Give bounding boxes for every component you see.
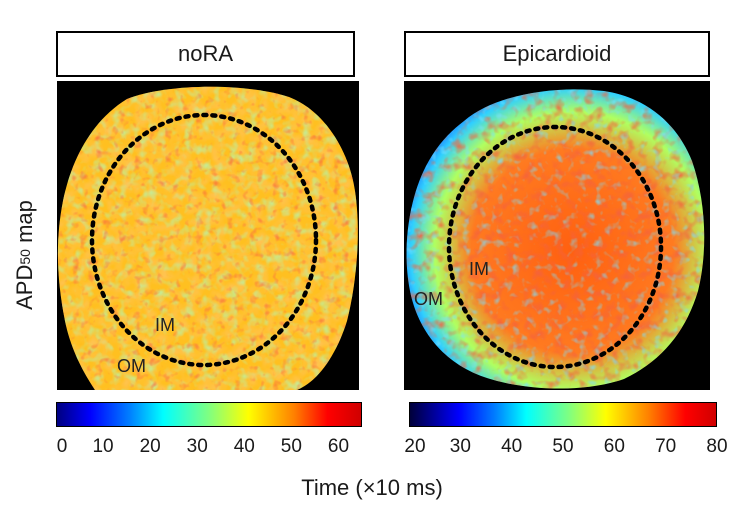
dotted-ellipse-boundary xyxy=(446,124,664,370)
colorbar-tick-label: 50 xyxy=(552,436,574,457)
colorbar-tick-label: 30 xyxy=(449,436,471,457)
apd-map-epicardioid-image xyxy=(404,81,710,390)
label-outer-region: OM xyxy=(117,356,146,376)
y-axis-label-suffix: map xyxy=(12,200,37,250)
label-inner-region: IM xyxy=(469,259,489,279)
panel-title-epicardioid: Epicardioid xyxy=(404,31,710,77)
label-outer-region: OM xyxy=(414,289,443,309)
y-axis-label: APD 50 map xyxy=(10,185,40,325)
colorbar-tick-label: 50 xyxy=(280,436,302,457)
colorbar-tick-label: 0 xyxy=(56,436,68,457)
y-axis-label-main: APD xyxy=(12,264,37,310)
colorbar-tick-label: 40 xyxy=(501,436,523,457)
x-axis-label: Time (×10 ms) xyxy=(301,475,443,500)
colorbar-tick-label: 60 xyxy=(603,436,625,457)
colorbar-tick-label: 70 xyxy=(655,436,677,457)
colorbar-tick-label: 20 xyxy=(139,436,161,457)
apd-map-noRA: IM OM xyxy=(57,81,359,390)
y-axis-label-subscript: 50 xyxy=(17,249,33,265)
label-inner-region: IM xyxy=(155,315,175,335)
colorbar-tick-label: 60 xyxy=(327,436,350,457)
colorbar-tick-label: 20 xyxy=(404,436,426,457)
colorbar-epicardioid xyxy=(409,402,717,427)
colorbar-tick-label: 30 xyxy=(186,436,208,457)
colorbar-tick-label: 40 xyxy=(233,436,255,457)
colorbar-noRA xyxy=(56,402,362,427)
colorbar-tick-label: 80 xyxy=(706,436,728,457)
panel-title-noRA: noRA xyxy=(56,31,355,77)
colorbar-tick-label: 10 xyxy=(92,436,114,457)
apd-map-noRA-image xyxy=(57,81,359,390)
apd-map-epicardioid: IM OM xyxy=(404,81,710,390)
dotted-ellipse-boundary xyxy=(89,112,319,368)
